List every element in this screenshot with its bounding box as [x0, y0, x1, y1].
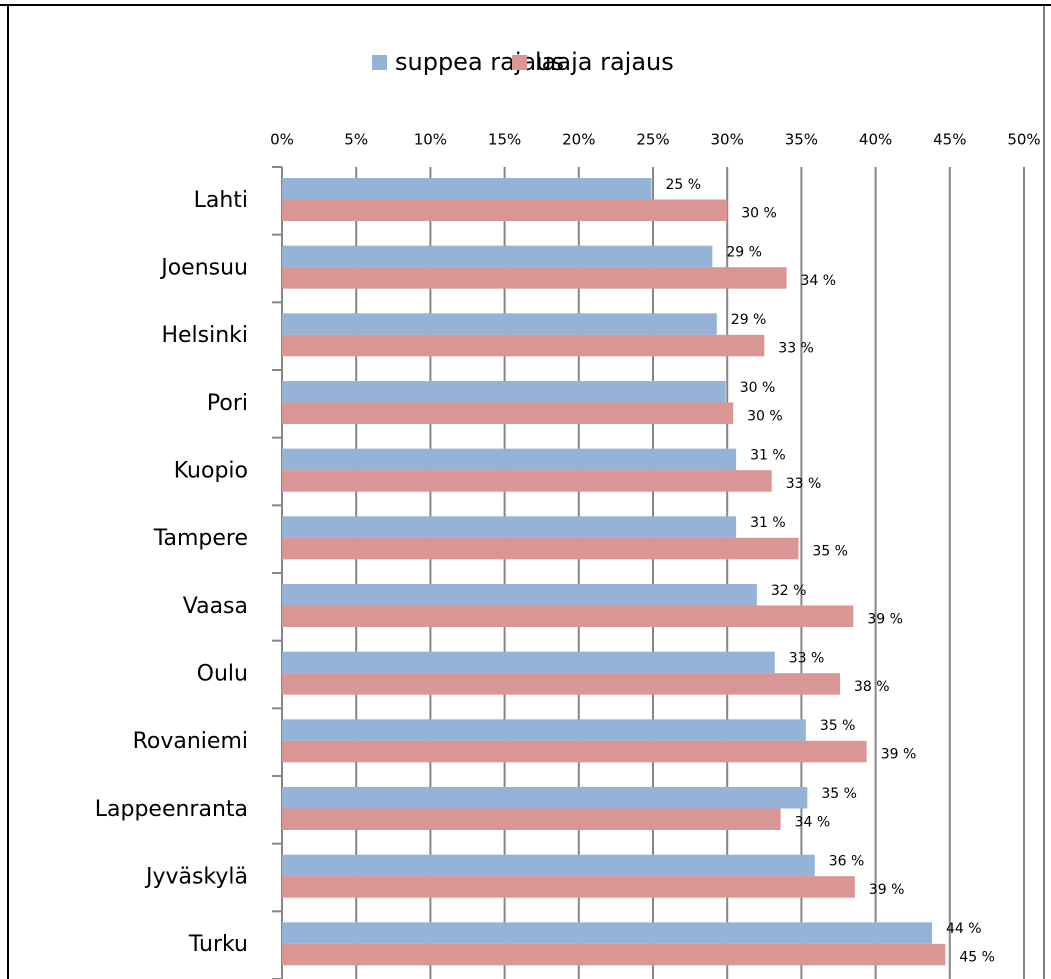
legend-swatch [512, 55, 527, 70]
category-label: Helsinki [161, 323, 248, 348]
legend-swatch [372, 55, 387, 70]
bar [282, 605, 854, 627]
category-label: Oulu [197, 662, 248, 687]
x-tick-label: 25% [636, 131, 669, 149]
x-tick-label: 0% [270, 131, 294, 149]
value-label: 44 % [946, 921, 982, 937]
x-tick-label: 15% [488, 131, 521, 149]
bar [282, 943, 946, 966]
value-label: 30 % [741, 205, 777, 221]
category-label: Tampere [153, 526, 248, 551]
value-label: 25 % [666, 177, 702, 193]
x-tick-label: 50% [1007, 131, 1040, 149]
value-label: 30 % [747, 408, 783, 424]
category-label: Jyväskylä [144, 865, 248, 890]
x-tick-label: 20% [562, 131, 595, 149]
bar [282, 402, 734, 424]
bar [282, 673, 840, 695]
value-label: 35 % [821, 786, 857, 802]
bar [282, 381, 726, 403]
bar [282, 470, 772, 492]
bar [282, 334, 765, 357]
bar [282, 719, 806, 741]
value-label: 39 % [881, 747, 917, 763]
bar [282, 740, 867, 763]
x-tick-label: 45% [933, 131, 966, 149]
bar [282, 245, 713, 268]
value-label: 35 % [820, 718, 856, 734]
bar [282, 267, 787, 289]
value-label: 32 % [771, 583, 807, 599]
x-tick-label: 5% [344, 131, 368, 149]
legend-label: laaja rajaus [535, 48, 674, 76]
x-tick-label: 30% [711, 131, 744, 149]
value-label: 35 % [812, 544, 848, 560]
bar [282, 448, 737, 471]
value-label: 39 % [869, 882, 905, 898]
value-label: 39 % [867, 611, 903, 627]
legend-label: suppea rajaus [395, 48, 564, 76]
value-label: 36 % [829, 853, 865, 869]
bar [282, 199, 728, 221]
value-label: 34 % [795, 814, 831, 830]
x-tick-label: 35% [785, 131, 818, 149]
bar [282, 537, 799, 560]
bar [282, 313, 717, 335]
category-label: Rovaniemi [133, 729, 248, 754]
value-label: 29 % [726, 244, 762, 260]
bar [282, 178, 652, 200]
bar [282, 516, 737, 538]
value-label: 29 % [731, 312, 767, 328]
value-label: 30 % [740, 380, 776, 396]
value-label: 34 % [801, 273, 837, 289]
value-label: 33 % [789, 650, 825, 666]
bar [282, 584, 757, 606]
value-label: 33 % [786, 476, 822, 492]
bar [282, 787, 808, 809]
value-label: 45 % [959, 950, 995, 966]
category-label: Kuopio [174, 459, 248, 484]
category-label: Turku [188, 932, 248, 957]
bar [282, 876, 855, 898]
category-label: Pori [207, 391, 248, 416]
value-label: 31 % [750, 447, 786, 463]
category-label: Lahti [194, 188, 248, 213]
x-tick-label: 10% [414, 131, 447, 149]
value-label: 38 % [854, 679, 890, 695]
category-label: Vaasa [183, 594, 248, 619]
bar [282, 808, 781, 830]
x-tick-label: 40% [859, 131, 892, 149]
value-label: 31 % [750, 515, 786, 531]
value-label: 33 % [778, 341, 814, 357]
bar [282, 651, 775, 674]
bar [282, 854, 815, 877]
category-label: Joensuu [159, 256, 248, 281]
bar [282, 922, 932, 944]
category-label: Lappeenranta [95, 797, 248, 822]
